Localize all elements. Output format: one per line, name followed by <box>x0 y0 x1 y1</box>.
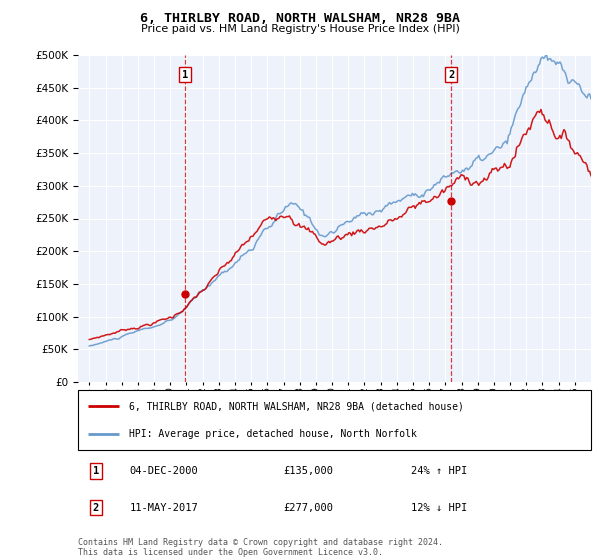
Text: 2: 2 <box>448 69 454 80</box>
Text: 11-MAY-2017: 11-MAY-2017 <box>130 502 198 512</box>
Text: £277,000: £277,000 <box>283 502 333 512</box>
Text: 12% ↓ HPI: 12% ↓ HPI <box>412 502 468 512</box>
Text: 1: 1 <box>93 466 99 476</box>
Text: 24% ↑ HPI: 24% ↑ HPI <box>412 466 468 476</box>
Text: 6, THIRLBY ROAD, NORTH WALSHAM, NR28 9BA: 6, THIRLBY ROAD, NORTH WALSHAM, NR28 9BA <box>140 12 460 25</box>
Text: £135,000: £135,000 <box>283 466 333 476</box>
Text: 1: 1 <box>182 69 188 80</box>
Text: 6, THIRLBY ROAD, NORTH WALSHAM, NR28 9BA (detached house): 6, THIRLBY ROAD, NORTH WALSHAM, NR28 9BA… <box>130 401 464 411</box>
FancyBboxPatch shape <box>78 390 591 450</box>
Text: 04-DEC-2000: 04-DEC-2000 <box>130 466 198 476</box>
Text: HPI: Average price, detached house, North Norfolk: HPI: Average price, detached house, Nort… <box>130 429 417 439</box>
Text: 2: 2 <box>93 502 99 512</box>
Text: Price paid vs. HM Land Registry's House Price Index (HPI): Price paid vs. HM Land Registry's House … <box>140 24 460 34</box>
Text: Contains HM Land Registry data © Crown copyright and database right 2024.
This d: Contains HM Land Registry data © Crown c… <box>78 538 443 557</box>
